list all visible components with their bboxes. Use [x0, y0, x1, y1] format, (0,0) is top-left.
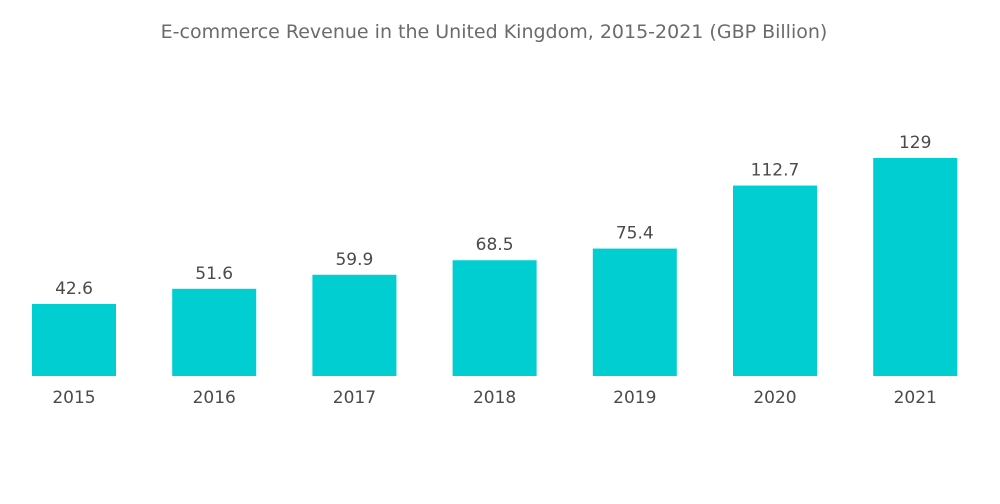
bar-2016	[172, 288, 257, 376]
x-tick-2017: 2017	[333, 388, 376, 408]
x-tick-2016: 2016	[193, 388, 236, 408]
bar-2021	[873, 158, 958, 376]
x-tick-2015: 2015	[52, 388, 95, 408]
bar-2018	[452, 260, 537, 376]
data-label-2021: 129	[899, 133, 931, 153]
data-label-2020: 112.7	[751, 161, 800, 181]
data-label-2015: 42.6	[55, 279, 93, 299]
data-label-2016: 51.6	[195, 264, 233, 284]
chart-title: E-commerce Revenue in the United Kingdom…	[161, 21, 828, 43]
bar-2020	[733, 185, 817, 376]
bars-group: 42.6 2015 51.6 2016 59.9 2017 68.5 2018 75.4 2019…	[32, 133, 958, 408]
bar-2017	[312, 274, 397, 376]
x-tick-2018: 2018	[473, 388, 516, 408]
data-label-2019: 75.4	[616, 224, 654, 244]
bar-2015	[32, 304, 116, 376]
data-label-2018: 68.5	[476, 235, 514, 255]
bar-2019	[592, 248, 677, 376]
x-tick-2019: 2019	[613, 388, 656, 408]
data-label-2017: 59.9	[335, 250, 373, 270]
x-tick-2020: 2020	[753, 388, 796, 408]
x-tick-2021: 2021	[894, 388, 937, 408]
